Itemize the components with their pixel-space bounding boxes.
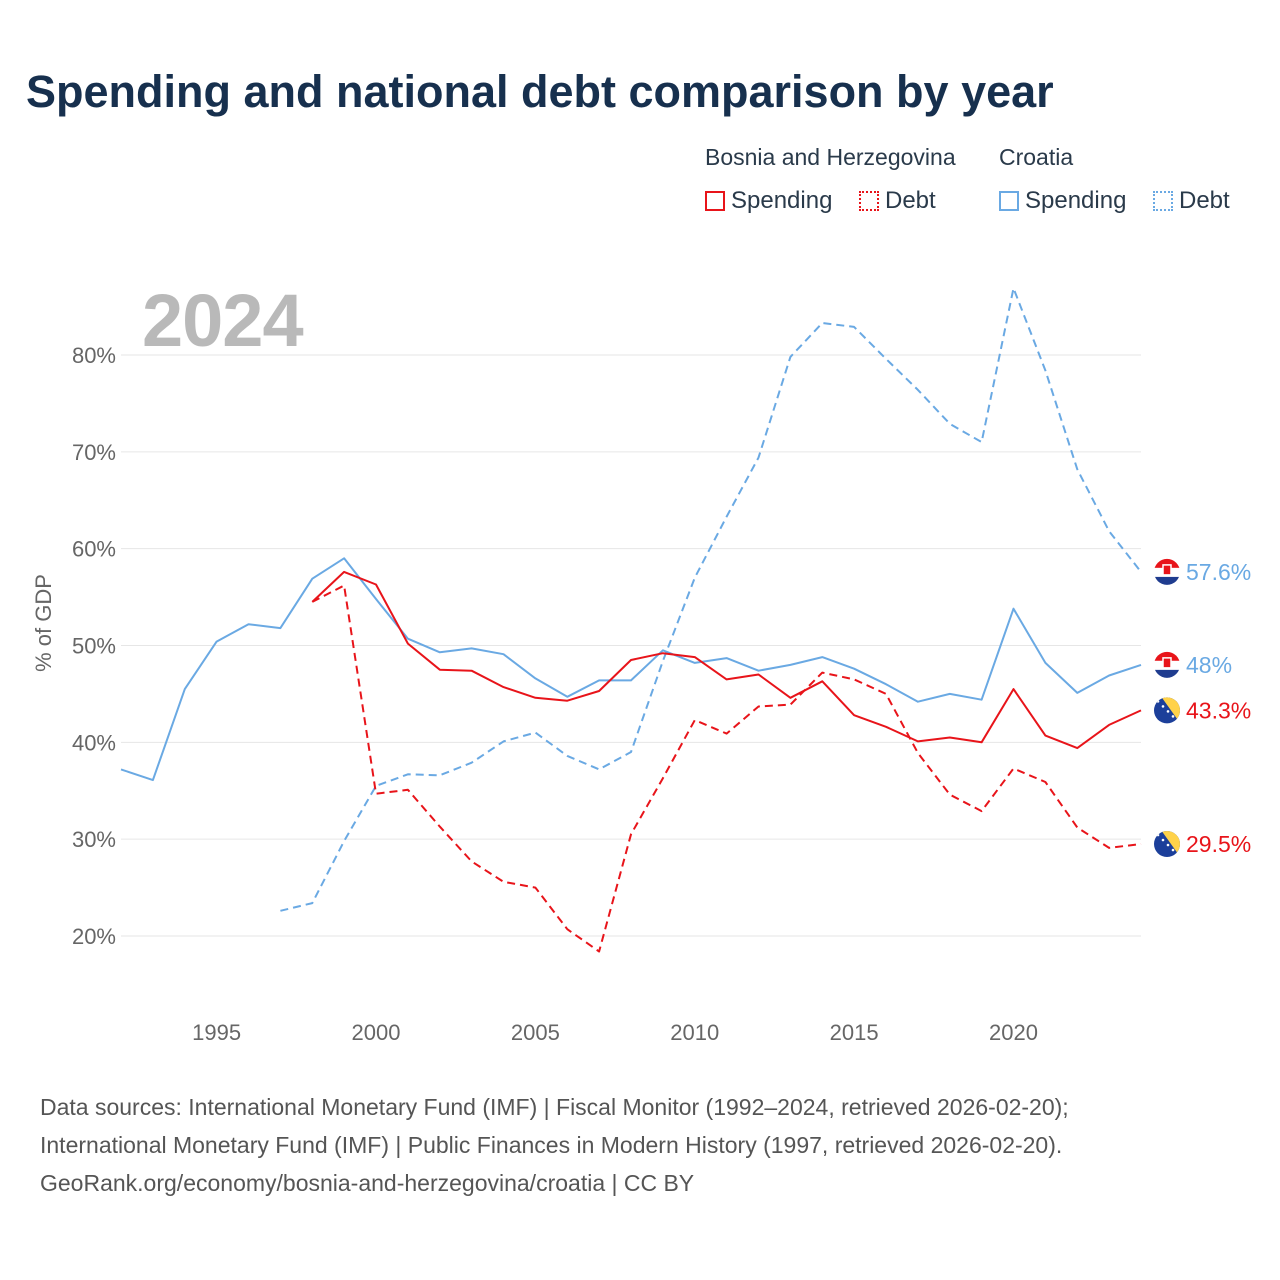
x-tick-label: 2015 (830, 1020, 879, 1045)
y-tick-label: 80% (72, 343, 116, 368)
x-tick-label: 1995 (192, 1020, 241, 1045)
legend-hr-spending[interactable]: Spending (999, 186, 1126, 216)
legend-label-hr-spending: Spending (1025, 187, 1127, 214)
footer-line-1: Data sources: International Monetary Fun… (40, 1094, 1069, 1120)
x-tick-label: 2010 (670, 1020, 719, 1045)
series-line-bih-spending (311, 570, 1142, 750)
legend-swatch-bih-spending (705, 191, 725, 211)
x-tick-label: 2000 (352, 1020, 401, 1045)
chart-title: Spending and national debt comparison by… (26, 66, 1054, 117)
legend-group-croatia: Croatia (999, 144, 1074, 170)
bosnia-flag-icon (1154, 831, 1180, 858)
croatia-flag-icon (1154, 558, 1180, 585)
legend-label-bih-spending: Spending (731, 187, 833, 214)
footer-sources: Data sources: International Monetary Fun… (40, 1088, 1069, 1202)
y-tick-label: 70% (72, 440, 116, 465)
series-line-bih-debt (311, 584, 1142, 953)
legend-group-bih: Bosnia and Herzegovina (705, 144, 956, 170)
legend-swatch-bih-debt (859, 191, 879, 211)
y-tick-label: 60% (72, 537, 116, 562)
y-tick-label: 20% (72, 924, 116, 949)
footer-line-3: GeoRank.org/economy/bosnia-and-herzegovi… (40, 1170, 695, 1196)
y-tick-label: 40% (72, 730, 116, 755)
x-tick-label: 2005 (511, 1020, 560, 1045)
legend-label-bih-debt: Debt (885, 187, 936, 214)
footer-line-2: International Monetary Fund (IMF) | Publ… (40, 1132, 1063, 1158)
y-tick-label: 30% (72, 827, 116, 852)
y-tick-label: 50% (72, 634, 116, 659)
end-value-label-croatia-spending: 48% (1186, 652, 1232, 678)
legend-bih-spending[interactable]: Spending (705, 186, 832, 216)
end-value-label-bih-debt: 29.5% (1186, 831, 1251, 857)
x-tick-label: 2020 (989, 1020, 1038, 1045)
series-line-croatia-debt (280, 287, 1142, 912)
line-chart: 20% 30% 40% 50% 60% 70% 80% 1995 2000 2005 2010 201… (72, 287, 1251, 1045)
bosnia-flag-icon (1154, 697, 1180, 724)
series-line-croatia-spending (120, 557, 1142, 782)
end-value-label-croatia-debt: 57.6% (1186, 559, 1251, 585)
legend-bih-debt[interactable]: Debt (859, 186, 936, 216)
legend-label-hr-debt: Debt (1179, 187, 1230, 214)
end-value-label-bih-spending: 43.3% (1186, 697, 1251, 723)
legend-swatch-hr-spending (999, 191, 1019, 211)
croatia-flag-icon (1154, 651, 1180, 678)
year-watermark: 2024 (142, 279, 304, 362)
legend-swatch-hr-debt (1153, 191, 1173, 211)
legend-hr-debt[interactable]: Debt (1153, 186, 1230, 216)
